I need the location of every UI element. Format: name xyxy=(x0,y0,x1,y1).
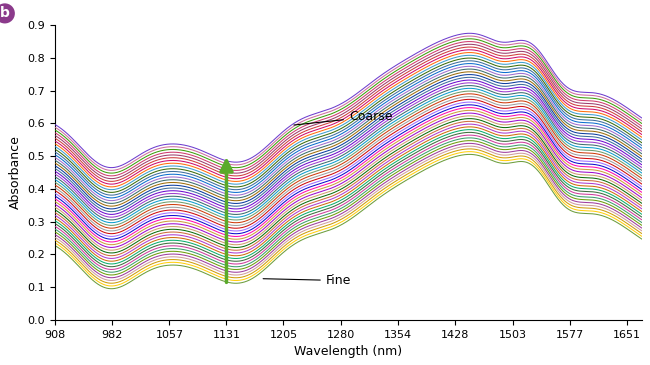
Text: Fine: Fine xyxy=(263,274,351,287)
Text: b: b xyxy=(0,7,10,20)
X-axis label: Wavelength (nm): Wavelength (nm) xyxy=(294,345,402,358)
Text: Coarse: Coarse xyxy=(294,110,393,125)
Y-axis label: Absorbance: Absorbance xyxy=(8,135,21,210)
